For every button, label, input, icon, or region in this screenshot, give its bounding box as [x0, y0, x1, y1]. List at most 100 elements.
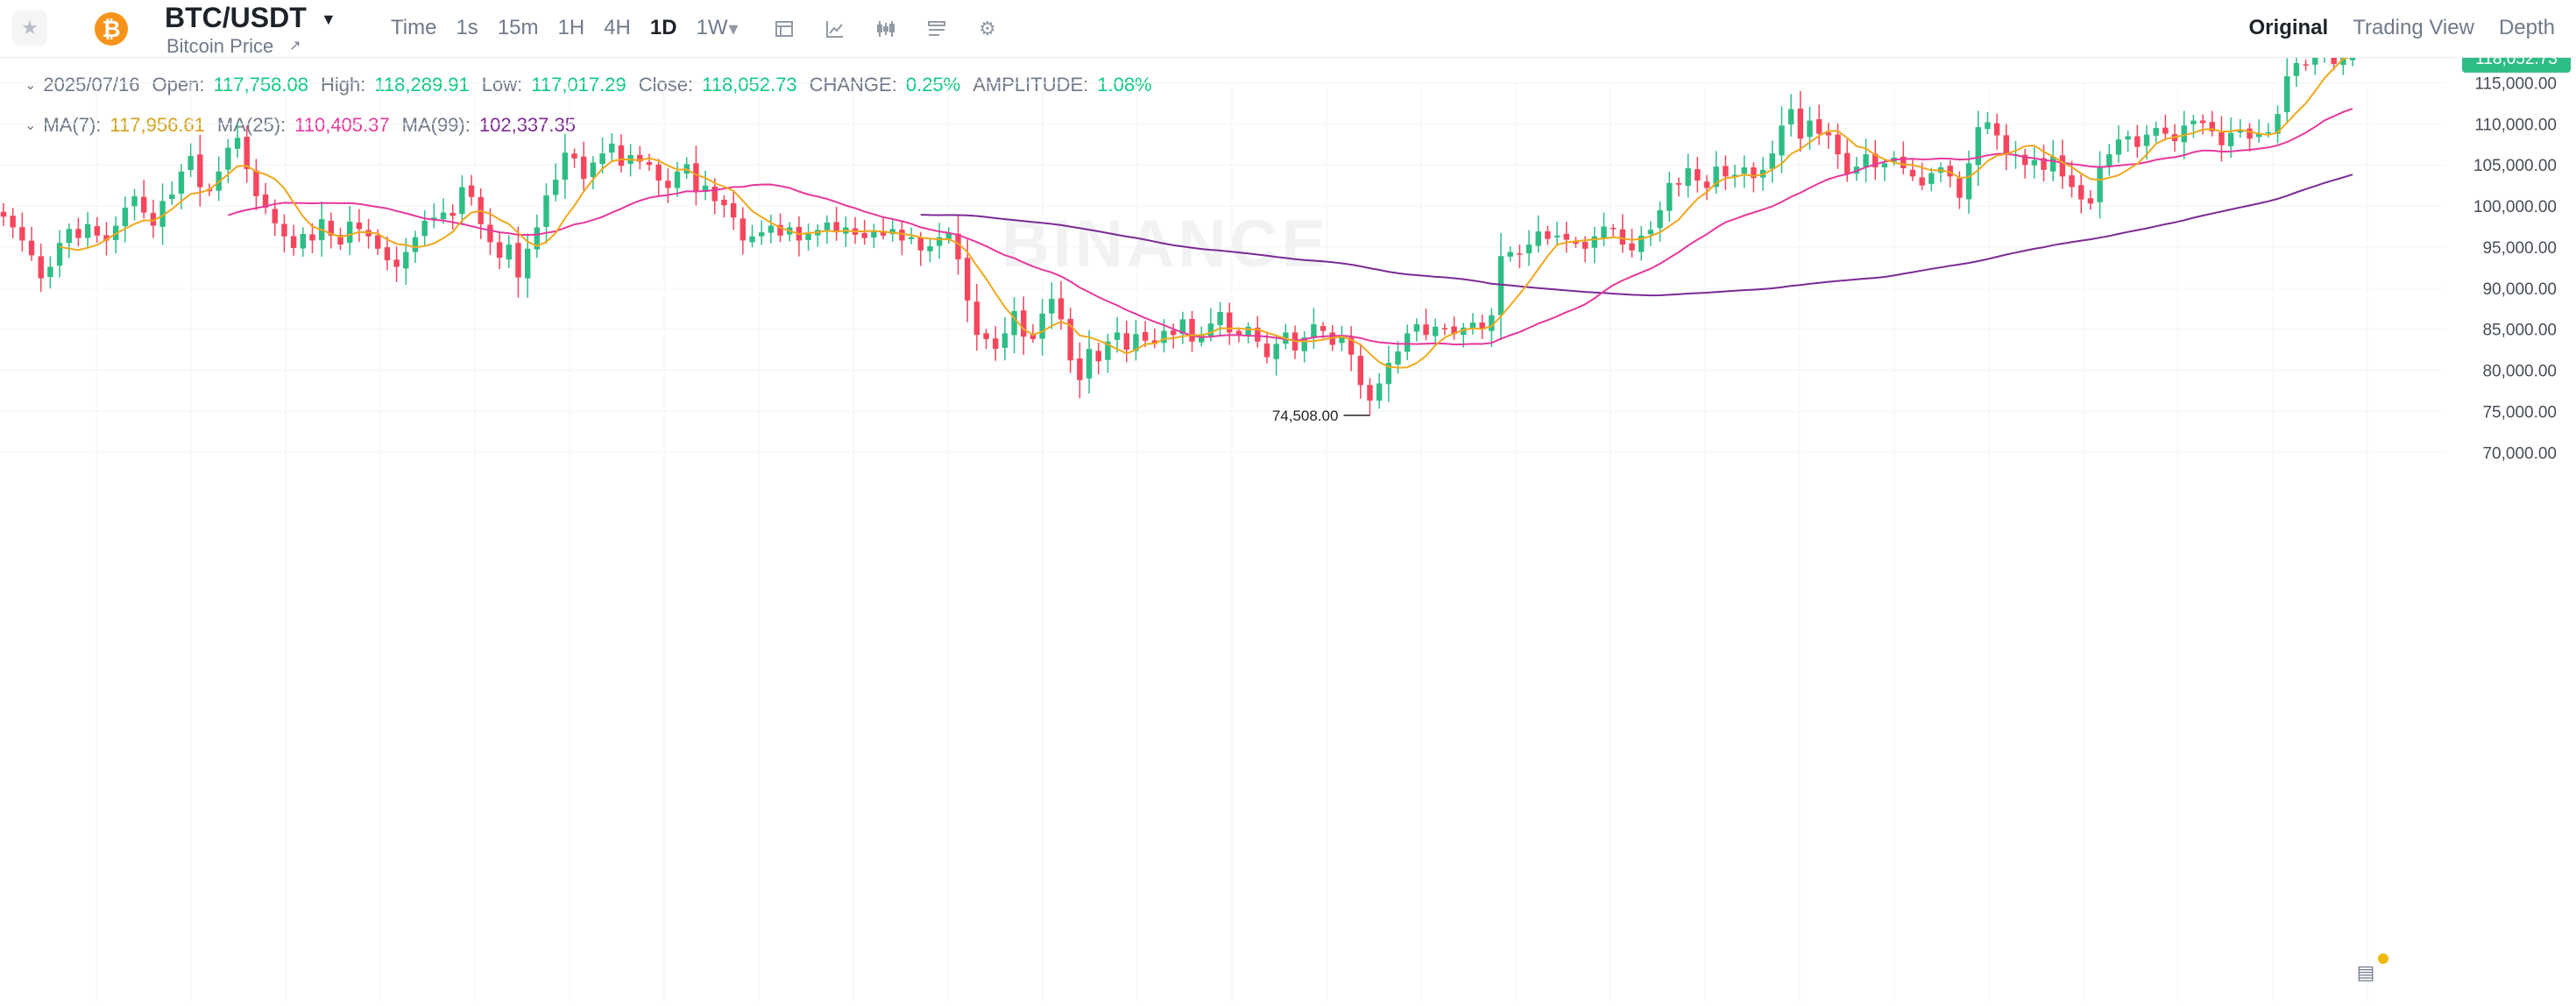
candle-up	[56, 243, 63, 266]
external-link-icon[interactable]: ↗	[289, 39, 301, 53]
candle-up	[590, 162, 597, 178]
candle-down	[262, 194, 269, 208]
candle-up	[1469, 322, 1476, 329]
candle-down	[740, 218, 747, 241]
candle-up	[66, 229, 72, 244]
candle-down	[646, 161, 653, 166]
interval-1d[interactable]: 1D	[649, 16, 677, 39]
candle-down	[1357, 356, 1363, 386]
candle-up	[1001, 333, 1008, 348]
candle-down	[993, 338, 999, 350]
candle-up	[543, 195, 549, 227]
candle-down	[384, 247, 391, 260]
indicators-icon[interactable]	[771, 16, 797, 42]
gear-icon[interactable]: ⚙	[979, 18, 996, 39]
candle-up	[1928, 173, 1935, 184]
candle-up	[2255, 133, 2262, 138]
candle-up	[1807, 120, 1813, 138]
candle-down	[1563, 233, 1569, 240]
y-tick-label: 105,000.00	[2473, 157, 2557, 175]
close-label: Close:	[638, 74, 694, 96]
candle-up	[2153, 128, 2159, 136]
candle-up	[1133, 334, 1139, 351]
interval-4h[interactable]: 4H	[604, 16, 631, 39]
candle-down	[290, 236, 297, 248]
candle-down	[1610, 228, 1617, 230]
candle-up	[1881, 163, 1888, 168]
candle-up	[506, 244, 512, 260]
candle-down	[571, 153, 577, 159]
candle-up	[2275, 114, 2281, 134]
candle-down	[721, 199, 727, 206]
bitcoin-price-link[interactable]: Bitcoin Price	[166, 35, 274, 57]
candle-up	[805, 233, 811, 240]
candle-down	[2219, 131, 2225, 145]
notes-icon[interactable]: ▤	[2356, 961, 2375, 983]
candle-up	[1741, 167, 1747, 174]
pair-selector[interactable]: BTC/USDT	[165, 2, 307, 33]
candle-down	[393, 259, 400, 267]
candle-up	[927, 246, 933, 252]
view-original[interactable]: Original	[2248, 16, 2329, 39]
candle-down	[1021, 310, 1027, 337]
interval-1s[interactable]: 1s	[456, 16, 478, 39]
candle-up	[47, 266, 53, 278]
ma25-label: MA(25):	[216, 114, 287, 136]
candle-up	[1433, 326, 1439, 337]
candle-down	[2247, 128, 2253, 139]
display-settings-icon[interactable]	[924, 16, 950, 42]
candle-down	[1030, 335, 1037, 339]
candle-down	[253, 170, 259, 196]
view-depth[interactable]: Depth	[2498, 16, 2555, 39]
interval-1h[interactable]: 1H	[557, 16, 585, 39]
candle-down	[1067, 318, 1073, 361]
collapse-ohlc-caret-icon[interactable]: ⌄	[25, 78, 37, 93]
low-value: 117,017.29	[531, 74, 626, 96]
amplitude-value: 1.08%	[1097, 74, 1152, 96]
ma25-value: 110,405.37	[294, 114, 390, 136]
interval-time[interactable]: Time	[391, 16, 437, 39]
interval-15m[interactable]: 15m	[497, 16, 539, 39]
candle-up	[562, 152, 569, 181]
candle-up	[1638, 235, 1645, 252]
candle-down	[1545, 230, 1551, 239]
candle-down	[1189, 319, 1195, 342]
bitcoin-coin-icon: ₿	[95, 12, 128, 46]
y-tick-label: 95,000.00	[2482, 239, 2557, 258]
candle-up	[936, 237, 943, 246]
candle-down	[1441, 328, 1448, 329]
candle-up	[1525, 244, 1532, 254]
candle-down	[2199, 120, 2206, 124]
candle-down	[2209, 122, 2215, 131]
candle-up	[1863, 154, 1869, 167]
candle-up	[2181, 125, 2187, 143]
candle-down	[375, 235, 381, 249]
amplitude-label: AMPLITUDE:	[973, 74, 1089, 96]
interval-1w[interactable]: 1W	[696, 16, 728, 39]
pair-dropdown-caret-icon[interactable]: ▼	[321, 11, 336, 28]
chart-type-icon[interactable]	[822, 16, 848, 42]
candles-icon[interactable]	[873, 16, 899, 42]
candle-up	[1667, 182, 1673, 211]
candle-down	[899, 230, 905, 241]
low-label: Low:	[481, 74, 523, 96]
candle-up	[2265, 131, 2272, 134]
collapse-ma-caret-icon[interactable]: ⌄	[25, 118, 37, 133]
candle-up	[131, 195, 138, 207]
candle-up	[2125, 136, 2131, 140]
candle-down	[1320, 326, 1327, 331]
candlestick-chart[interactable]: 70,000.00 75,000.00 80,000.00 85,000.00 90,0…	[0, 58, 2576, 1006]
ma99-label: MA(99):	[401, 114, 471, 136]
notes-notification-dot	[2378, 953, 2388, 964]
favorite-star-icon[interactable]: ★	[12, 11, 47, 46]
low-marker-label: 74,508.00	[1272, 407, 1339, 424]
candle-up	[1657, 209, 1663, 229]
view-trading-view[interactable]: Trading View	[2353, 16, 2474, 39]
candle-down	[449, 212, 456, 216]
candle-down	[38, 256, 44, 279]
candle-down	[150, 212, 157, 226]
candle-down	[103, 235, 110, 241]
interval-more-icon[interactable]: ▾	[728, 18, 739, 39]
candle-down	[1947, 166, 1953, 177]
y-tick-label: 70,000.00	[2482, 444, 2557, 463]
